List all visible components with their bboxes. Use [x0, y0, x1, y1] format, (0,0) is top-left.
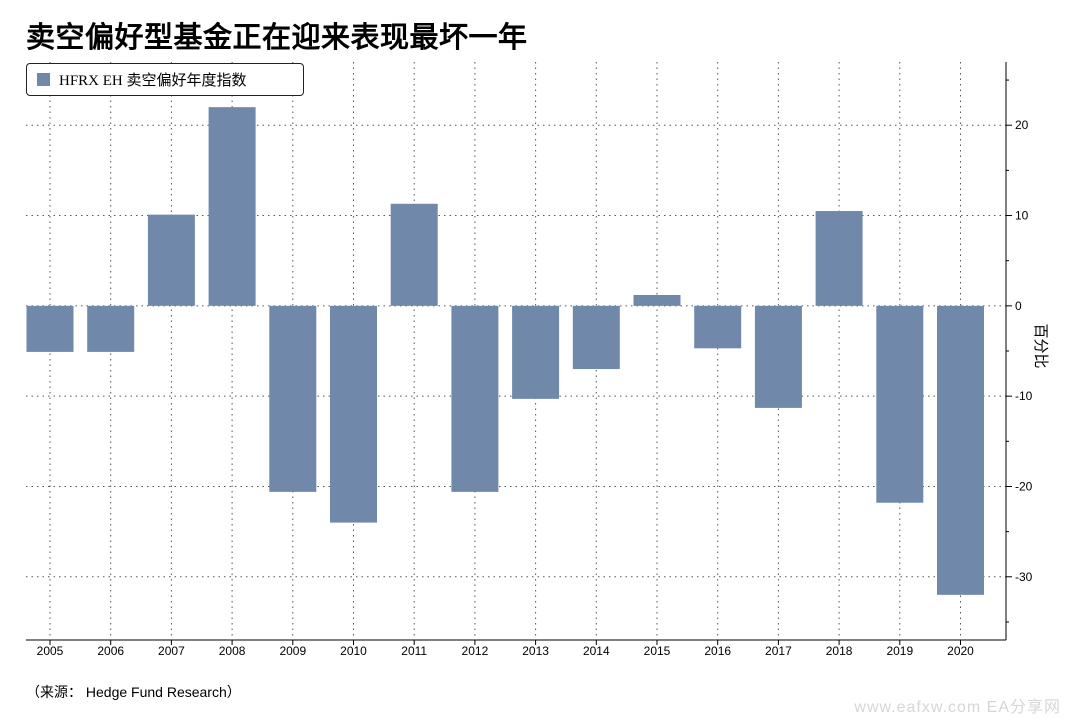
bar	[208, 107, 256, 306]
y-axis: 20 10 0 -10 -20 -30	[26, 62, 1033, 641]
bar	[451, 305, 499, 492]
bar	[147, 214, 195, 306]
y-tick-label: -10	[1015, 389, 1033, 403]
bar	[26, 305, 74, 352]
bar	[754, 305, 802, 408]
y-tick-label: -30	[1015, 570, 1033, 584]
legend: HFRX EH 卖空偏好年度指数	[26, 63, 304, 96]
chart-title: 卖空偏好型基金正在迎来表现最坏一年	[26, 20, 528, 54]
x-tick-label: 2013	[522, 644, 549, 658]
bar	[572, 305, 620, 370]
bars	[26, 107, 984, 595]
bar	[390, 203, 438, 306]
y-tick-label: -20	[1015, 479, 1033, 493]
bar	[876, 305, 924, 503]
x-tick-label: 2006	[97, 644, 124, 658]
x-tick-label: 2012	[462, 644, 489, 658]
y-tick-label: 0	[1015, 299, 1022, 313]
y-axis-label: 百分比	[1032, 323, 1050, 368]
x-axis-labels: 2005 2006 2007 2008 2009 2010 2011 2012 2013 2014…	[37, 640, 974, 658]
x-tick-label: 2016	[704, 644, 731, 658]
x-tick-label: 2005	[37, 644, 64, 658]
x-tick-label: 2018	[826, 644, 853, 658]
bar	[269, 305, 317, 492]
x-tick-label: 2020	[947, 644, 974, 658]
legend-label: HFRX EH 卖空偏好年度指数	[59, 73, 247, 89]
bar	[633, 295, 681, 306]
x-tick-label: 2019	[886, 644, 913, 658]
bar	[512, 305, 560, 399]
x-tick-label: 2011	[401, 644, 427, 658]
watermark: www.eafxw.com EA分享网	[854, 699, 1061, 716]
y-tick-label: 10	[1015, 209, 1029, 223]
bar	[87, 305, 135, 352]
bar	[937, 305, 984, 595]
source-note: （来源： Hedge Fund Research）	[26, 684, 241, 700]
x-tick-label: 2008	[219, 644, 246, 658]
x-tick-label: 2014	[583, 644, 610, 658]
x-tick-label: 2009	[279, 644, 306, 658]
x-tick-label: 2017	[765, 644, 792, 658]
x-tick-label: 2015	[644, 644, 671, 658]
x-tick-label: 2007	[158, 644, 185, 658]
bar	[815, 211, 863, 306]
y-tick-label: 20	[1015, 118, 1029, 132]
legend-swatch	[37, 73, 50, 86]
x-tick-label: 2010	[340, 644, 367, 658]
bar	[330, 305, 377, 523]
bar	[694, 305, 742, 349]
